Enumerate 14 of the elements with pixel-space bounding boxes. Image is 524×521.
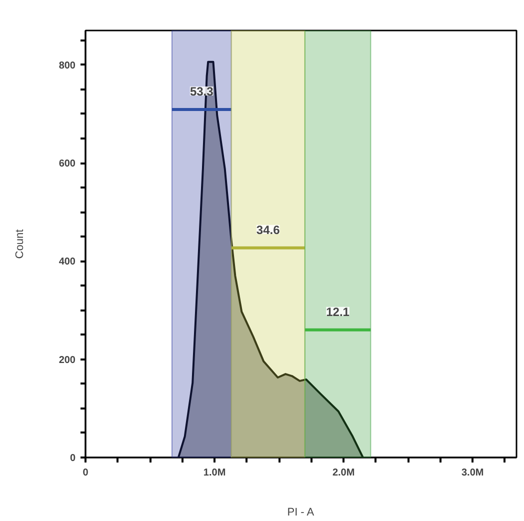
y-tick-label: 600 [58, 158, 76, 170]
x-axis-title: PI - A [287, 506, 315, 518]
y-tick-label: 400 [58, 256, 76, 268]
x-tick-label: 0 [82, 468, 89, 478]
x-tick-label: 1.0M [203, 468, 226, 478]
series-label: 53.3 [190, 84, 214, 99]
y-tick-label: 0 [70, 453, 76, 464]
y-axis-title: Count [14, 229, 26, 259]
x-tick-label: 2.0M [332, 468, 355, 478]
x-tick-label: 3.0M [462, 468, 484, 478]
y-tick-label: 800 [58, 60, 76, 72]
y-tick-label: 200 [58, 354, 76, 366]
series-label: 12.1 [326, 304, 350, 319]
series-label: 34.6 [256, 222, 280, 237]
